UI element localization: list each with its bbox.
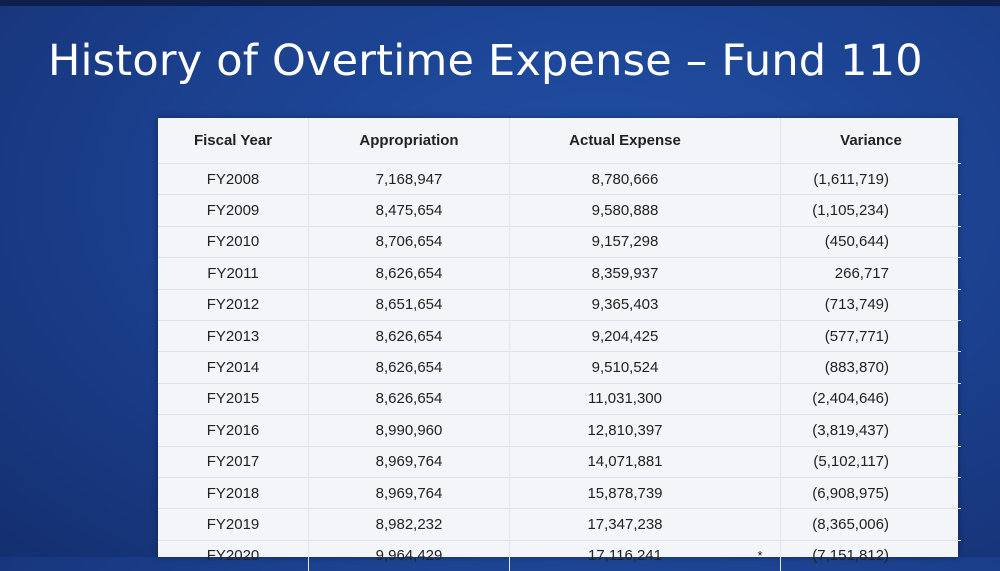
table-row: FY2009 8,475,654 9,580,888 (1,105,234): [158, 194, 961, 227]
cell-fiscal-year: FY2020: [158, 539, 309, 571]
cell-actual-expense: 9,365,403: [509, 288, 740, 321]
cell-note: [740, 288, 781, 321]
table-row: FY2012 8,651,654 9,365,403 (713,749): [158, 288, 961, 321]
cell-variance: (577,771): [780, 319, 961, 352]
cell-note: [740, 476, 781, 509]
cell-variance: (883,870): [780, 351, 961, 384]
table-row: FY2019 8,982,232 17,347,238 (8,365,006): [158, 508, 961, 541]
table-row: FY2014 8,626,654 9,510,524 (883,870): [158, 351, 961, 384]
cell-variance: (1,105,234): [780, 194, 961, 227]
top-bar: [0, 0, 1000, 6]
cell-note: [740, 225, 781, 258]
cell-fiscal-year: FY2014: [158, 351, 309, 384]
cell-note: [740, 162, 781, 195]
cell-variance: (3,819,437): [780, 414, 961, 447]
table-row: FY2013 8,626,654 9,204,425 (577,771): [158, 319, 961, 352]
cell-note: [740, 351, 781, 384]
table-row: FY2020 9,964,429 17,116,241 * (7,151,812): [158, 539, 961, 571]
cell-fiscal-year: FY2010: [158, 225, 309, 258]
cell-fiscal-year: FY2009: [158, 194, 309, 227]
cell-fiscal-year: FY2016: [158, 414, 309, 447]
cell-actual-expense: 8,780,666: [509, 162, 740, 195]
cell-appropriation: 8,475,654: [308, 194, 510, 227]
table-header-row: Fiscal Year Appropriation Actual Expense…: [158, 118, 961, 164]
cell-note: [740, 257, 781, 290]
cell-appropriation: 8,982,232: [308, 508, 510, 541]
cell-fiscal-year: FY2012: [158, 288, 309, 321]
cell-appropriation: 8,969,764: [308, 476, 510, 509]
header-variance: Variance: [840, 132, 902, 149]
cell-note: *: [740, 539, 781, 571]
cell-actual-expense: 17,116,241: [509, 539, 740, 571]
cell-variance: 266,717: [780, 257, 961, 290]
cell-fiscal-year: FY2019: [158, 508, 309, 541]
table-row: FY2018 8,969,764 15,878,739 (6,908,975): [158, 476, 961, 509]
cell-variance: (7,151,812): [780, 539, 961, 571]
cell-note: [740, 319, 781, 352]
cell-fiscal-year: FY2018: [158, 476, 309, 509]
cell-note: [740, 445, 781, 478]
table-row: FY2015 8,626,654 11,031,300 (2,404,646): [158, 382, 961, 415]
cell-appropriation: 8,626,654: [308, 257, 510, 290]
cell-appropriation: 8,626,654: [308, 319, 510, 352]
table-row: FY2016 8,990,960 12,810,397 (3,819,437): [158, 414, 961, 447]
cell-appropriation: 8,990,960: [308, 414, 510, 447]
cell-actual-expense: 17,347,238: [509, 508, 740, 541]
cell-variance: (450,644): [780, 225, 961, 258]
cell-actual-expense: 9,157,298: [509, 225, 740, 258]
cell-actual-expense: 9,204,425: [509, 319, 740, 352]
cell-fiscal-year: FY2017: [158, 445, 309, 478]
cell-appropriation: 8,651,654: [308, 288, 510, 321]
cell-note: [740, 194, 781, 227]
cell-fiscal-year: FY2013: [158, 319, 309, 352]
cell-actual-expense: 11,031,300: [509, 382, 740, 415]
header-note: [740, 118, 781, 164]
cell-variance: (713,749): [780, 288, 961, 321]
overtime-table-panel: Fiscal Year Appropriation Actual Expense…: [158, 118, 961, 571]
cell-variance: (1,611,719): [780, 162, 961, 195]
table-row: FY2011 8,626,654 8,359,937 266,717: [158, 257, 961, 290]
cell-appropriation: 8,706,654: [308, 225, 510, 258]
cell-appropriation: 8,626,654: [308, 382, 510, 415]
cell-variance: (8,365,006): [780, 508, 961, 541]
table-row: FY2008 7,168,947 8,780,666 (1,611,719): [158, 162, 961, 195]
cell-appropriation: 8,969,764: [308, 445, 510, 478]
table-row: FY2017 8,969,764 14,071,881 (5,102,117): [158, 445, 961, 478]
cell-fiscal-year: FY2015: [158, 382, 309, 415]
cell-appropriation: 8,626,654: [308, 351, 510, 384]
header-fiscal-year: Fiscal Year: [158, 118, 309, 164]
cell-note: [740, 382, 781, 415]
cell-actual-expense: 9,510,524: [509, 351, 740, 384]
cell-fiscal-year: FY2011: [158, 257, 309, 290]
overtime-table: Fiscal Year Appropriation Actual Expense…: [158, 118, 961, 571]
cell-variance: (5,102,117): [780, 445, 961, 478]
header-actual-expense: Actual Expense: [569, 132, 681, 149]
cell-actual-expense: 14,071,881: [509, 445, 740, 478]
cell-variance: (2,404,646): [780, 382, 961, 415]
slide-title: History of Overtime Expense – Fund 110: [48, 36, 923, 86]
cell-actual-expense: 12,810,397: [509, 414, 740, 447]
cell-note: [740, 508, 781, 541]
cell-actual-expense: 9,580,888: [509, 194, 740, 227]
cell-fiscal-year: FY2008: [158, 162, 309, 195]
cell-appropriation: 7,168,947: [308, 162, 510, 195]
cell-appropriation: 9,964,429: [308, 539, 510, 571]
cell-actual-expense: 8,359,937: [509, 257, 740, 290]
header-appropriation: Appropriation: [308, 118, 510, 164]
cell-variance: (6,908,975): [780, 476, 961, 509]
cell-actual-expense: 15,878,739: [509, 476, 740, 509]
cell-note: [740, 414, 781, 447]
table-row: FY2010 8,706,654 9,157,298 (450,644): [158, 225, 961, 258]
